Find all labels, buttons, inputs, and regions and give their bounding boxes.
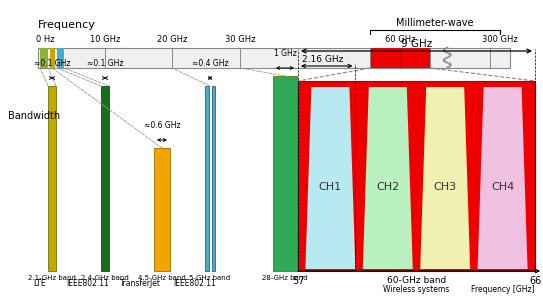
Text: ≈0.6 GHz: ≈0.6 GHz	[144, 121, 180, 130]
Polygon shape	[420, 87, 470, 269]
Text: Frequency [GHz]: Frequency [GHz]	[471, 285, 535, 294]
Text: Bandwidth: Bandwidth	[8, 111, 60, 121]
Text: 2.4-GHz band: 2.4-GHz band	[81, 275, 129, 281]
Text: 10 GHz: 10 GHz	[90, 35, 120, 44]
Bar	[298, 81, 535, 271]
Bar	[48, 86, 56, 271]
Text: IEEE802.11: IEEE802.11	[67, 279, 109, 288]
Text: Wireless systems: Wireless systems	[383, 285, 450, 294]
Text: ≈0.4 GHz: ≈0.4 GHz	[192, 59, 228, 68]
Polygon shape	[478, 87, 528, 269]
Text: 9 GHz: 9 GHz	[401, 39, 432, 49]
Bar	[101, 86, 109, 271]
Text: 20 GHz: 20 GHz	[157, 35, 187, 44]
Text: CH3: CH3	[434, 182, 457, 192]
Text: 60 GHz: 60 GHz	[385, 35, 415, 44]
Bar	[38, 48, 510, 68]
Text: 60-GHz band: 60-GHz band	[387, 276, 446, 285]
Text: ≈0.1 GHz: ≈0.1 GHz	[87, 59, 123, 68]
Bar	[50, 48, 55, 68]
Text: CH4: CH4	[491, 182, 514, 192]
Text: 300 GHz: 300 GHz	[482, 35, 518, 44]
Text: 4.5-GHz band: 4.5-GHz band	[138, 275, 186, 281]
Text: 5-GHz band: 5-GHz band	[190, 275, 231, 281]
Text: 66: 66	[529, 276, 541, 286]
Text: Millimeter-wave: Millimeter-wave	[396, 18, 473, 28]
Text: 2.1-GHz band: 2.1-GHz band	[28, 275, 76, 281]
Text: 57: 57	[292, 276, 304, 286]
Polygon shape	[305, 87, 356, 269]
Bar	[205, 86, 209, 271]
Text: 2.16 GHz: 2.16 GHz	[302, 55, 343, 64]
Text: 0 Hz: 0 Hz	[36, 35, 54, 44]
Text: CH2: CH2	[376, 182, 400, 192]
Text: LTE: LTE	[34, 279, 46, 288]
Text: CH1: CH1	[319, 182, 342, 192]
Text: TransferJet: TransferJet	[119, 279, 161, 288]
Bar	[273, 76, 297, 271]
Text: 28-GHz band: 28-GHz band	[262, 275, 308, 281]
Text: ≈0.1 GHz: ≈0.1 GHz	[34, 59, 70, 68]
Bar	[212, 86, 215, 271]
Text: Frequency: Frequency	[38, 20, 96, 30]
Text: 1 GHz: 1 GHz	[274, 49, 296, 58]
Bar	[154, 148, 170, 271]
Bar	[40, 48, 48, 68]
Polygon shape	[363, 87, 413, 269]
Bar	[370, 48, 430, 68]
Text: 30 GHz: 30 GHz	[225, 35, 255, 44]
Bar	[57, 48, 64, 68]
Text: IEEE802.11: IEEE802.11	[174, 279, 216, 288]
